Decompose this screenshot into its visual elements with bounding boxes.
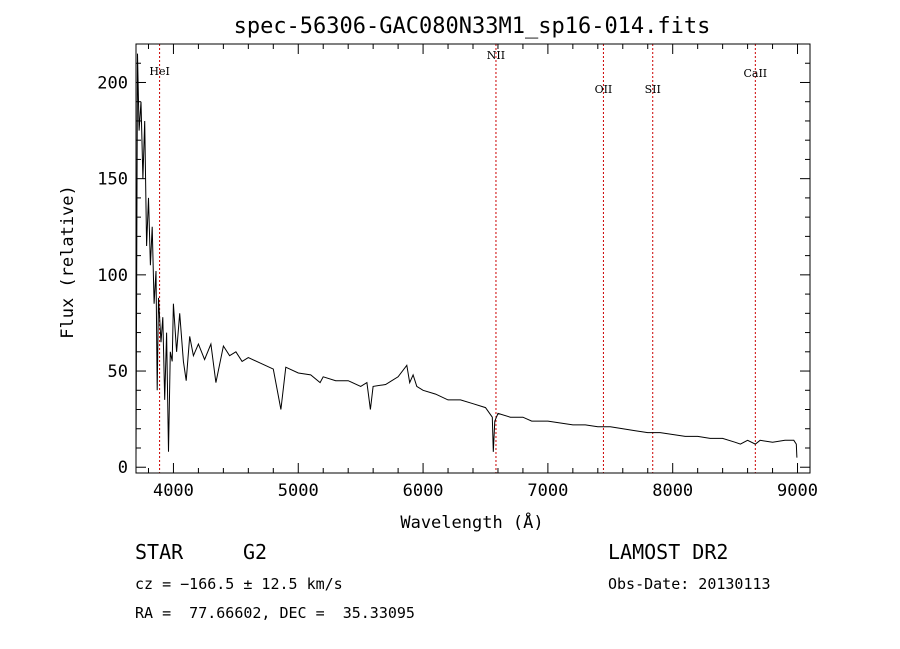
y-tick-label: 100 bbox=[97, 266, 128, 286]
spectral-line-label-oii: OII bbox=[595, 83, 613, 96]
object-subclass: G2 bbox=[243, 540, 268, 564]
chart-title: spec-56306-GAC080N33M1_sp16-014.fits bbox=[234, 14, 711, 39]
spectral-line-label-hei: HeI bbox=[149, 65, 169, 78]
object-class: STAR bbox=[135, 540, 184, 564]
y-tick-label: 200 bbox=[97, 73, 128, 93]
y-tick-label: 50 bbox=[108, 362, 128, 382]
spectral-lines: HeI NII OII SII CaII bbox=[149, 44, 767, 473]
spectrum-series-line bbox=[135, 53, 798, 458]
y-tick-label: 150 bbox=[97, 170, 128, 190]
axis-ticks: 4000 5000 6000 7000 8000 9000 0 50 100 150 200 bbox=[97, 44, 818, 501]
x-tick-label: 8000 bbox=[652, 481, 693, 501]
x-tick-label: 7000 bbox=[527, 481, 568, 501]
spectral-line-label-caii: CaII bbox=[743, 67, 767, 80]
redshift-velocity: cz = −166.5 ± 12.5 km/s bbox=[135, 575, 343, 593]
survey-name: LAMOST DR2 bbox=[608, 540, 729, 564]
plot-frame bbox=[135, 43, 811, 474]
y-tick-label: 0 bbox=[118, 458, 128, 478]
x-axis-label: Wavelength (Å) bbox=[400, 511, 543, 533]
x-tick-label: 4000 bbox=[153, 481, 194, 501]
x-tick-label: 6000 bbox=[403, 481, 444, 501]
y-axis-label: Flux (relative) bbox=[58, 185, 78, 339]
x-tick-label: 5000 bbox=[278, 481, 319, 501]
x-tick-label: 9000 bbox=[777, 481, 818, 501]
spectral-line-label-nii: NII bbox=[487, 49, 505, 62]
spectral-line-label-sii: SII bbox=[645, 83, 661, 96]
coordinates: RA = 77.66602, DEC = 35.33095 bbox=[135, 604, 415, 622]
observation-date: Obs-Date: 20130113 bbox=[608, 575, 771, 593]
